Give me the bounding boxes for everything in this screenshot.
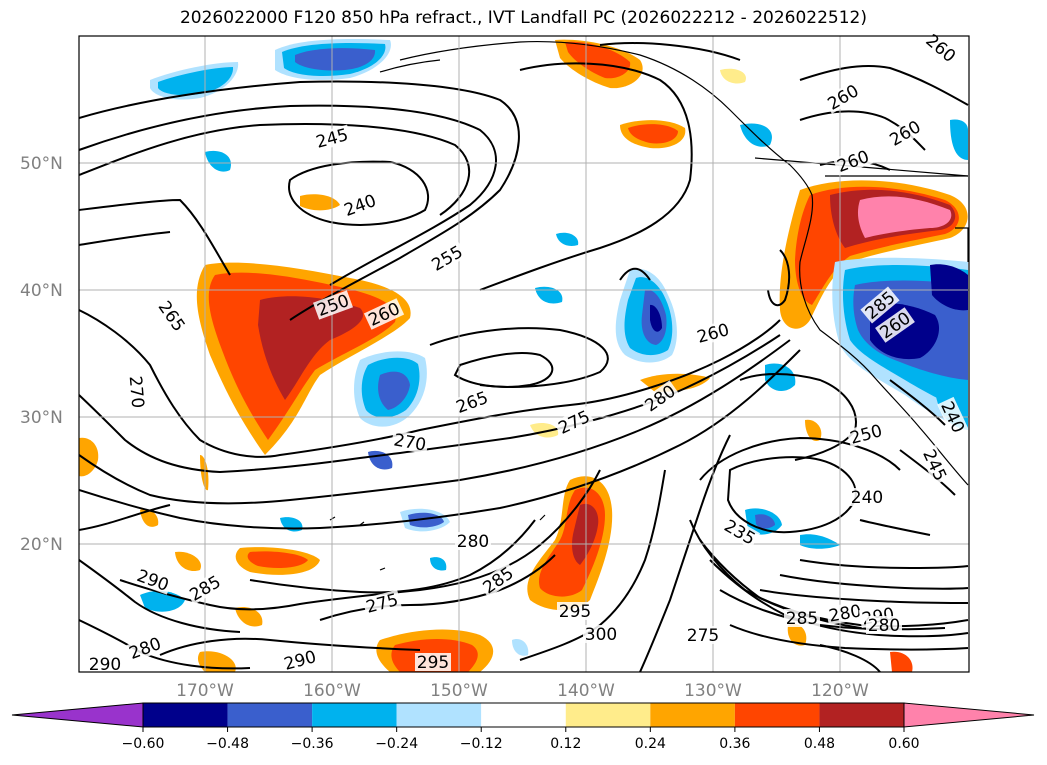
contour-label-background [784,609,820,627]
colorbar-tick-label: 0.12 [550,736,581,752]
colorbar-segment [734,703,820,727]
contour-label-background [133,565,173,595]
contour-value-label: 290 [89,655,121,675]
lat-label: 50°N [20,154,63,174]
contour-value-label: 280 [868,616,900,636]
colorbar-segment [312,703,397,727]
contour-value-label: 285 [786,609,818,629]
lon-label: 120°W [811,681,869,701]
contour-label-background [415,653,451,671]
lon-label: 160°W [303,681,361,701]
lon-label: 140°W [557,681,615,701]
colorbar-tick-label: −0.36 [291,736,334,752]
colorbar-tick-label: −0.48 [206,736,249,752]
map-frame [78,35,970,673]
colorbar-segment [819,703,904,727]
contour-label-background [937,396,969,438]
contour-label-background [452,387,492,417]
contour-label-background [125,633,165,663]
lon-label: 130°W [684,681,742,701]
map-title: 2026022000 F120 850 hPa refract., IVT La… [179,8,867,28]
contour-label-background [640,380,680,416]
contour-label-background [553,406,595,438]
contour-label-background [363,298,405,330]
contour-label-background [340,190,380,220]
latitude-labels: 50°N 40°N 30°N 20°N [20,154,63,555]
contour-label-background [693,319,733,347]
contour-label-background [719,515,761,549]
contour-label-background [312,124,352,152]
positive-anomaly-region-central [196,262,411,455]
contour-label-background [362,589,402,617]
contour-value-label: 275 [687,626,719,646]
contour-label-background [126,373,148,411]
contour-label-background [455,532,491,550]
contour-label-background [846,420,886,448]
colorbar-tick-label: 0.60 [888,736,919,752]
contour-label-background [875,307,915,343]
longitude-labels: 170°W 160°W 150°W 140°W 130°W 120°W [176,681,869,701]
contour-value-label: 295 [559,602,591,622]
contour-label-background [822,80,864,114]
contour-label-background [685,626,721,644]
contour-label-background [849,488,885,506]
contour-label-background [184,571,226,605]
contour-label-background [866,616,902,634]
colorbar-segment [227,703,313,727]
colorbar-tick-label: −0.60 [122,736,165,752]
colorbar-tick-label: −0.24 [375,736,418,752]
colorbar-segment [143,703,228,727]
refractivity-contours [79,42,969,672]
contour-label-background [426,241,468,275]
colorbar-segment [481,703,566,727]
contour-label-background [313,290,353,320]
colorbar-tick-label: 0.36 [719,736,750,752]
contour-label-background [557,602,593,620]
contour-label-background [919,444,951,486]
colorbar-tick-label: 0.48 [804,736,835,752]
lat-label: 40°N [20,281,63,301]
contour-label-background [280,646,320,674]
contour-value-label: 295 [417,653,449,673]
positive-anomaly-region-subtropical [527,476,613,611]
colorbar-segment [565,703,651,727]
contour-label-background [390,430,430,454]
colorbar: −0.60 −0.48 −0.36 −0.24 −0.12 0.12 0.24 0.36 0.4… [11,702,1035,752]
contour-label-background [87,655,123,673]
contour-value-label: 270 [125,375,148,409]
contour-label-background [884,116,926,150]
contour-label-background [860,286,900,324]
contour-label-background [833,146,873,176]
lon-label: 150°W [430,681,488,701]
contour-value-label: 300 [585,625,617,645]
contour-label-background [825,601,865,625]
negative-anomaly-region-north [150,39,968,172]
colorbar-segment [396,703,482,727]
colorbar-frame [142,702,905,728]
contour-label-background [154,296,190,336]
colorbar-extend-high [903,702,1035,728]
lat-label: 30°N [20,408,63,428]
contour-label-background [583,625,619,643]
contour-value-label: 280 [457,532,489,552]
contour-value-label: 240 [851,488,883,508]
colorbar-segment [650,703,735,727]
colorbar-extend-low [11,702,144,728]
contour-label-background [921,29,961,67]
lat-label: 20°N [20,535,63,555]
lon-label: 170°W [176,681,234,701]
contour-label-background [478,562,518,598]
colorbar-tick-label: 0.24 [635,736,666,752]
colorbar-tick-label: −0.12 [460,736,503,752]
negative-anomaly-region-central [354,232,840,549]
positive-anomaly-region-coast [779,180,968,329]
